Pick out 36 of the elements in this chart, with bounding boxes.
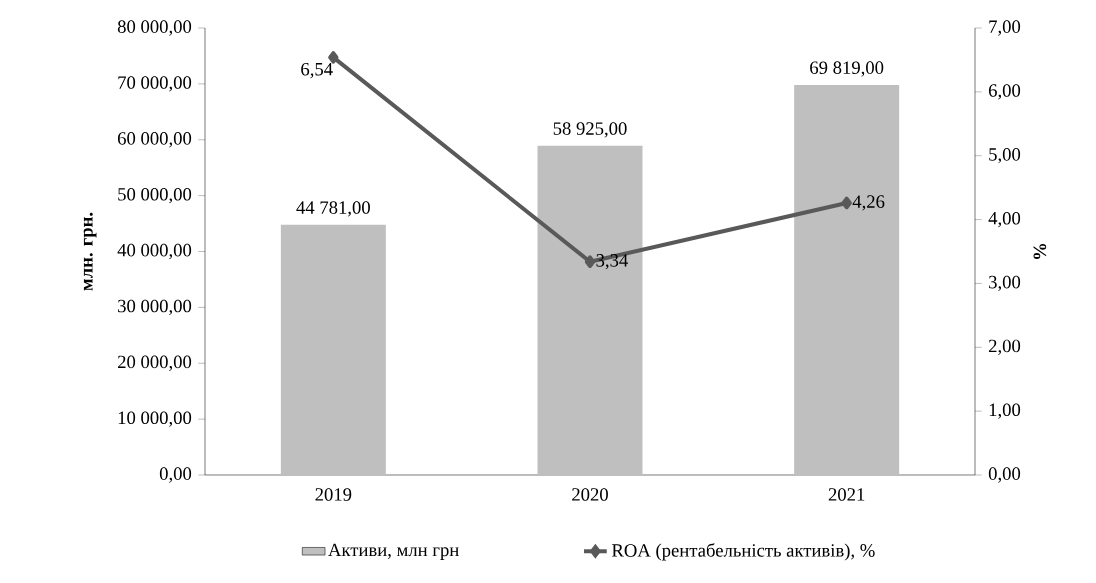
y-tick-label: 20 000,00 — [118, 355, 192, 371]
y-tick-label: 60 000,00 — [117, 132, 192, 148]
y2-tick-label: 5,00 — [989, 148, 1021, 164]
y2-tick-label: 3,00 — [989, 275, 1021, 292]
x-tick-label: 2019 — [315, 488, 352, 501]
data-label: 58 925,00 — [553, 122, 627, 138]
y-tick-label: 80 000,00 — [117, 20, 192, 36]
y2-tick-label: 0,00 — [988, 467, 1021, 483]
point — [328, 51, 339, 64]
y-tick-label: 30 000,00 — [118, 299, 192, 316]
data-label: 44 781,00 — [296, 201, 370, 217]
x-tick-label: 2020 — [572, 488, 608, 501]
y2-tick-label: 4,00 — [988, 211, 1021, 228]
point — [584, 255, 596, 268]
bar — [537, 145, 643, 475]
y-tick-label: 0,00 — [159, 467, 192, 483]
legend-label: Активи, млн грн — [328, 543, 459, 560]
y2-tick-label: 7,00 — [989, 20, 1021, 36]
y2-axis-title: % — [1033, 243, 1047, 259]
x-tick-label: 2021 — [828, 488, 865, 501]
y-axis-title: млн. грн. — [83, 212, 97, 291]
bar — [280, 224, 386, 475]
y2-tick-label: 2,00 — [988, 339, 1021, 355]
data-label: 4,26 — [852, 195, 885, 211]
data-label: 69 819,00 — [810, 61, 884, 77]
data-label: 6,54 — [301, 62, 333, 79]
point — [841, 196, 852, 210]
y2-tick-label: 1,00 — [989, 403, 1021, 419]
bar — [794, 84, 900, 475]
y2-tick-label: 6,00 — [988, 84, 1021, 100]
y-tick-label: 70 000,00 — [118, 76, 192, 92]
y-tick-label: 10 000,00 — [118, 411, 192, 427]
y-tick-label: 50 000,00 — [118, 187, 192, 204]
data-label: 3,34 — [596, 254, 628, 270]
y-tick-label: 40 000,00 — [117, 243, 192, 260]
legend-label: ROA (рентабельність активів), % — [611, 543, 875, 561]
